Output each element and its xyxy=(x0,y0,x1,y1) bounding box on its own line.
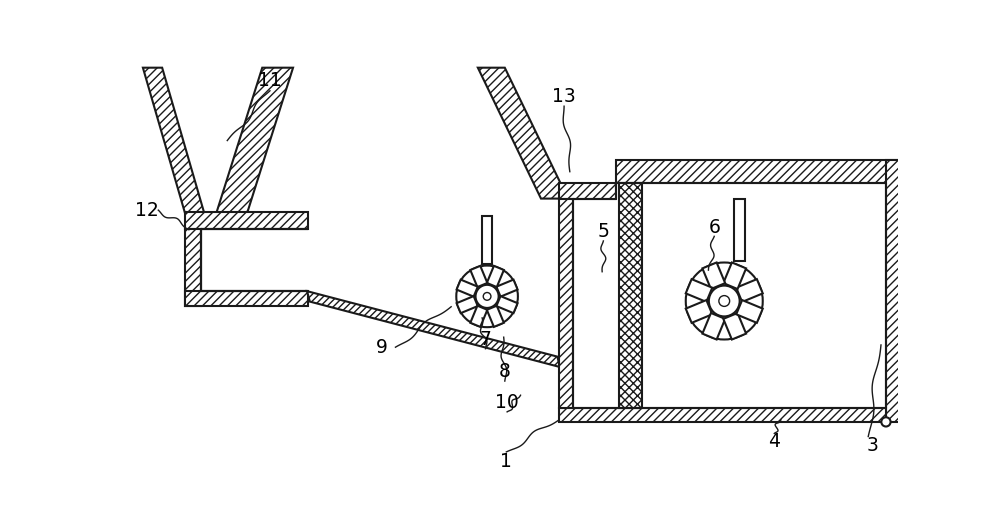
Polygon shape xyxy=(559,183,616,198)
Circle shape xyxy=(904,298,917,310)
Text: 7: 7 xyxy=(480,330,491,349)
Polygon shape xyxy=(496,280,518,297)
Polygon shape xyxy=(185,229,201,306)
Polygon shape xyxy=(723,313,746,339)
Circle shape xyxy=(719,296,730,306)
Polygon shape xyxy=(478,68,568,198)
Polygon shape xyxy=(559,198,573,408)
Text: 4: 4 xyxy=(768,431,780,451)
Polygon shape xyxy=(143,68,205,214)
Polygon shape xyxy=(457,280,478,297)
Bar xyxy=(482,217,492,264)
Circle shape xyxy=(456,265,518,327)
Text: 9: 9 xyxy=(376,338,388,356)
Polygon shape xyxy=(487,266,504,287)
Polygon shape xyxy=(616,160,900,183)
Polygon shape xyxy=(185,212,308,229)
Polygon shape xyxy=(723,262,746,289)
Bar xyxy=(906,269,915,293)
Text: 10: 10 xyxy=(495,393,519,412)
Polygon shape xyxy=(886,160,900,422)
Polygon shape xyxy=(470,266,487,287)
Polygon shape xyxy=(185,291,308,306)
Text: 8: 8 xyxy=(499,362,511,381)
Circle shape xyxy=(483,293,491,300)
Polygon shape xyxy=(216,68,293,214)
Polygon shape xyxy=(702,313,725,339)
Text: 6: 6 xyxy=(708,218,720,237)
Polygon shape xyxy=(559,408,886,422)
Text: 13: 13 xyxy=(552,87,576,106)
Polygon shape xyxy=(470,306,487,327)
Circle shape xyxy=(476,285,499,308)
Polygon shape xyxy=(702,262,725,289)
Polygon shape xyxy=(619,183,642,408)
Polygon shape xyxy=(686,279,712,302)
Circle shape xyxy=(686,262,763,339)
Circle shape xyxy=(709,286,740,317)
Text: 12: 12 xyxy=(135,201,159,220)
Polygon shape xyxy=(736,300,763,323)
Polygon shape xyxy=(736,279,763,302)
Polygon shape xyxy=(307,291,560,367)
Text: 5: 5 xyxy=(597,222,609,241)
Bar xyxy=(734,200,745,261)
Polygon shape xyxy=(487,306,504,327)
Text: 1: 1 xyxy=(500,452,512,471)
Circle shape xyxy=(881,417,891,427)
Polygon shape xyxy=(686,300,712,323)
Text: 11: 11 xyxy=(258,71,282,90)
Text: 3: 3 xyxy=(867,436,879,455)
Polygon shape xyxy=(457,296,478,313)
Polygon shape xyxy=(496,296,518,313)
